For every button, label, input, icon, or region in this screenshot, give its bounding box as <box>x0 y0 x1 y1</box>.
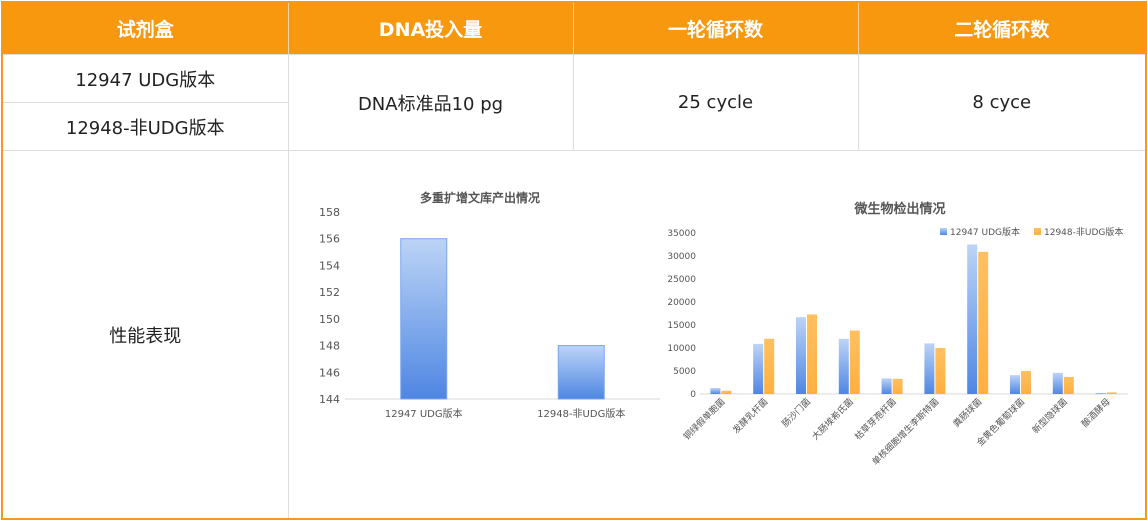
header-kit: 试剂盒 <box>2 2 289 55</box>
cycle2-value: 8 cyce <box>857 54 1147 151</box>
table-row: 性能表现 <box>1 150 1147 520</box>
table-row: 12947 UDG版本 DNA标准品10 pg 25 cycle 8 cyce <box>1 54 1147 151</box>
performance-label: 性能表现 <box>1 150 289 520</box>
cycle1-value: 25 cycle <box>572 54 859 151</box>
header-cycle1: 一轮循环数 <box>573 2 859 55</box>
charts-cell <box>287 150 1147 520</box>
header-dna-input: DNA投入量 <box>288 2 574 55</box>
kit-udg: 12947 UDG版本 <box>1 54 289 103</box>
table-row: 12948-非UDG版本 <box>1 102 1146 151</box>
dna-input-value: DNA标准品10 pg <box>287 54 574 151</box>
header-row: 试剂盒 DNA投入量 一轮循环数 二轮循环数 <box>2 2 1147 55</box>
header-cycle2: 二轮循环数 <box>858 2 1147 55</box>
kit-non-udg: 12948-非UDG版本 <box>1 102 289 151</box>
